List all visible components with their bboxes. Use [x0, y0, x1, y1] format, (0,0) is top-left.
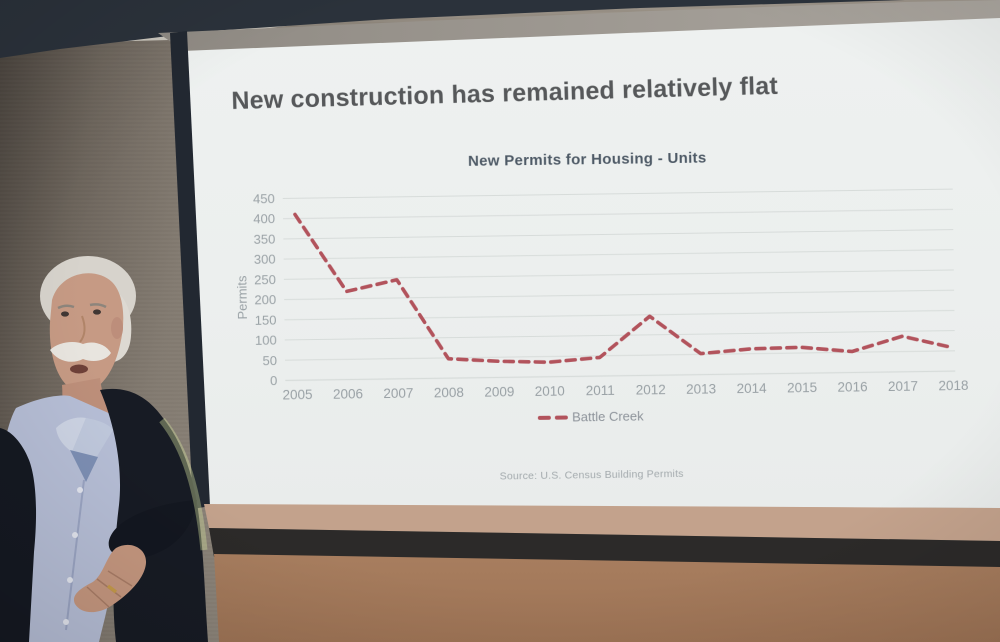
- svg-text:2018: 2018: [938, 378, 968, 393]
- presenter-collar: [56, 417, 86, 452]
- presenter-eyebrow: [89, 303, 107, 309]
- svg-text:2006: 2006: [333, 386, 363, 401]
- svg-text:2013: 2013: [686, 381, 716, 396]
- svg-text:50: 50: [262, 353, 277, 368]
- permits-line-chart: 0 50 100 150 200 250 300 350 400 450 2005 2006 2007 2…: [253, 188, 969, 402]
- presenter-eye: [93, 309, 101, 315]
- svg-text:450: 450: [253, 191, 275, 206]
- shirt-button: [63, 619, 69, 625]
- presenter-sleeve: [108, 500, 197, 559]
- svg-text:2014: 2014: [737, 381, 768, 396]
- shirt-button: [77, 487, 83, 493]
- presenter-ear: [111, 317, 123, 339]
- shirt-button: [72, 532, 78, 538]
- presenter-jacket-left: [0, 428, 37, 642]
- projection-screen: [182, 18, 1000, 508]
- presenter-hand: [73, 544, 147, 613]
- lower-wall: [214, 554, 1000, 642]
- svg-text:350: 350: [254, 232, 276, 247]
- presenter-nose: [79, 315, 86, 343]
- presenter-collar-opening: [70, 450, 98, 482]
- presenter-eye: [61, 311, 69, 317]
- svg-text:2016: 2016: [837, 379, 867, 394]
- svg-text:400: 400: [253, 211, 275, 226]
- svg-text:2017: 2017: [888, 379, 918, 394]
- legend-series-label: Battle Creek: [571, 408, 644, 425]
- slide: New construction has remained relatively…: [181, 27, 1000, 518]
- svg-text:2007: 2007: [383, 386, 413, 401]
- svg-text:2015: 2015: [787, 380, 817, 395]
- shirt-button: [67, 577, 73, 583]
- svg-text:2008: 2008: [434, 385, 464, 400]
- wedding-ring: [106, 584, 118, 594]
- presenter-collar: [72, 418, 113, 458]
- presenter-mouth: [70, 364, 88, 374]
- svg-text:2005: 2005: [282, 387, 312, 402]
- svg-text:2010: 2010: [535, 384, 565, 399]
- svg-text:2012: 2012: [636, 382, 666, 397]
- svg-text:2009: 2009: [484, 384, 514, 399]
- svg-text:100: 100: [255, 333, 277, 348]
- presenter-face: [49, 273, 124, 392]
- legend-dash-icon: [538, 415, 552, 420]
- source-note: Source: U.S. Census Building Permits: [499, 467, 684, 483]
- presenter: [0, 256, 208, 642]
- slide-title: New construction has remained relatively…: [231, 71, 779, 116]
- svg-text:0: 0: [270, 373, 277, 388]
- svg-text:300: 300: [254, 252, 276, 267]
- presenter-mustache: [50, 342, 111, 362]
- svg-text:150: 150: [255, 312, 277, 327]
- svg-text:200: 200: [254, 292, 276, 307]
- light-fringe: [159, 417, 208, 551]
- svg-text:250: 250: [254, 272, 276, 287]
- presenter-eyebrow: [57, 304, 75, 310]
- legend-dash-icon: [555, 414, 569, 420]
- svg-text:2011: 2011: [586, 383, 615, 398]
- presenter-shirt-placket: [65, 479, 85, 631]
